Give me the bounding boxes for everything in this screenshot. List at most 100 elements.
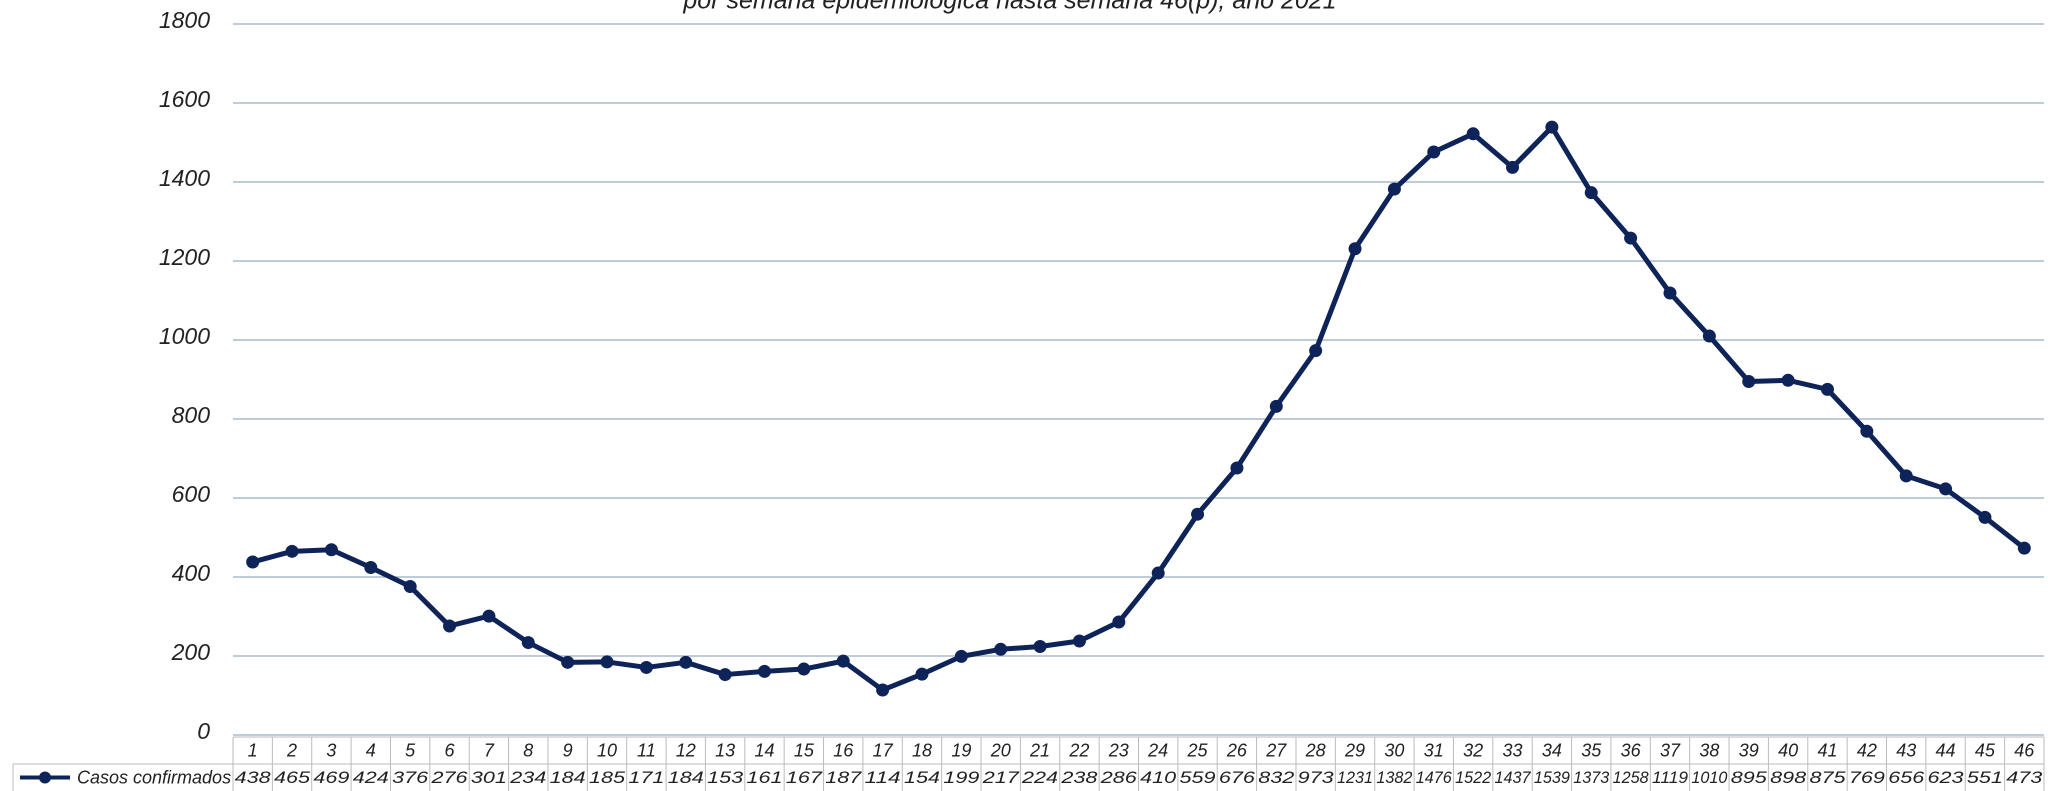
- x-tick-label: 29: [1344, 740, 1365, 760]
- point: [915, 667, 929, 681]
- point: [521, 636, 535, 650]
- data-table-value: 469: [313, 768, 350, 787]
- x-tick-label: 23: [1108, 740, 1129, 760]
- data-table-value: 153: [707, 768, 744, 787]
- x-tick-label: 13: [715, 740, 735, 760]
- point: [324, 543, 338, 557]
- y-tick-label: 1800: [159, 7, 210, 33]
- data-table-value: 238: [1060, 768, 1098, 787]
- point: [954, 649, 968, 663]
- data-table-value: 224: [1021, 768, 1058, 787]
- chart-title: por semana epidemiológica hasta semana 4…: [682, 0, 1336, 15]
- point: [1072, 634, 1086, 648]
- point: [1702, 329, 1716, 343]
- point: [1387, 182, 1401, 196]
- point: [2017, 541, 2031, 555]
- data-table-value: 184: [550, 768, 586, 787]
- x-tick-label: 10: [597, 740, 617, 760]
- data-table-value: 438: [235, 768, 272, 787]
- point: [1899, 469, 1913, 483]
- y-tick-label: 400: [172, 560, 211, 586]
- x-tick-label: 38: [1699, 740, 1719, 760]
- y-tick-label: 800: [172, 402, 211, 428]
- point: [1506, 160, 1520, 174]
- point: [403, 579, 417, 593]
- point: [1781, 373, 1795, 387]
- data-table-value: 1476: [1416, 768, 1453, 787]
- data-table-value: 1382: [1376, 768, 1413, 787]
- point: [1112, 615, 1126, 629]
- x-tick-label: 26: [1226, 740, 1248, 760]
- data-table-value: 769: [1849, 768, 1886, 787]
- x-tick-label: 12: [676, 740, 696, 760]
- data-table-value: 1437: [1495, 768, 1532, 787]
- legend-marker: [39, 771, 51, 784]
- data-table-value: 1010: [1691, 768, 1728, 787]
- point: [1151, 566, 1165, 580]
- point: [1466, 127, 1480, 141]
- x-tick-label: 2: [286, 740, 297, 760]
- data-table-value: 410: [1140, 768, 1177, 787]
- data-table-value: 185: [589, 768, 626, 787]
- data-table-value: 1258: [1613, 768, 1650, 787]
- y-tick-label: 600: [172, 481, 211, 507]
- x-tick-label: 46: [2014, 740, 2035, 760]
- point: [482, 609, 496, 623]
- data-table-value: 161: [746, 768, 782, 787]
- point: [1191, 507, 1205, 521]
- data-table-value: 1373: [1573, 768, 1610, 787]
- point: [718, 668, 732, 682]
- x-tick-label: 6: [445, 740, 456, 760]
- x-tick-label: 41: [1817, 740, 1837, 760]
- x-tick-label: 34: [1542, 740, 1562, 760]
- point: [1624, 231, 1638, 245]
- data-table-value: 898: [1770, 768, 1807, 787]
- x-tick-label: 30: [1384, 740, 1404, 760]
- x-tick-label: 31: [1424, 740, 1444, 760]
- point: [1584, 186, 1598, 200]
- x-tick-label: 7: [484, 740, 495, 760]
- x-tick-label: 42: [1857, 740, 1877, 760]
- data-table-value: 473: [2006, 768, 2043, 787]
- data-table-value: 234: [509, 768, 546, 787]
- data-table-value: 551: [1967, 768, 2003, 787]
- point: [1309, 344, 1323, 358]
- x-tick-label: 32: [1463, 740, 1483, 760]
- x-tick-label: 14: [754, 740, 774, 760]
- data-table-value: 199: [943, 768, 980, 787]
- data-table-value: 114: [865, 768, 901, 787]
- point: [1427, 145, 1441, 159]
- data-table-value: 1539: [1534, 768, 1571, 787]
- point: [797, 662, 811, 676]
- point: [1033, 640, 1047, 654]
- point: [364, 561, 378, 575]
- data-table-value: 973: [1298, 768, 1335, 787]
- x-tick-label: 21: [1029, 740, 1050, 760]
- x-tick-label: 27: [1265, 740, 1287, 760]
- data-table-value: 187: [825, 768, 862, 787]
- x-tick-label: 15: [794, 740, 815, 760]
- data-table-value: 376: [392, 768, 429, 787]
- data-table-value: 832: [1258, 768, 1295, 787]
- point: [836, 654, 850, 668]
- data-table-value: 875: [1809, 768, 1846, 787]
- x-tick-label: 44: [1936, 740, 1956, 760]
- point: [757, 664, 771, 678]
- x-tick-label: 43: [1896, 740, 1916, 760]
- x-tick-label: 18: [912, 740, 932, 760]
- data-table-value: 895: [1731, 768, 1768, 787]
- y-tick-label: 1200: [159, 244, 210, 270]
- x-tick-label: 9: [563, 740, 573, 760]
- x-tick-label: 28: [1305, 740, 1326, 760]
- x-tick-label: 17: [873, 740, 894, 760]
- x-tick-label: 24: [1147, 740, 1168, 760]
- data-table-value: 676: [1219, 768, 1256, 787]
- point: [561, 655, 575, 669]
- point: [246, 555, 260, 569]
- data-table-value: 154: [904, 768, 940, 787]
- y-tick-label: 0: [197, 718, 210, 744]
- x-tick-label: 35: [1581, 740, 1602, 760]
- point: [1742, 374, 1756, 388]
- data-table-value: 184: [668, 768, 704, 787]
